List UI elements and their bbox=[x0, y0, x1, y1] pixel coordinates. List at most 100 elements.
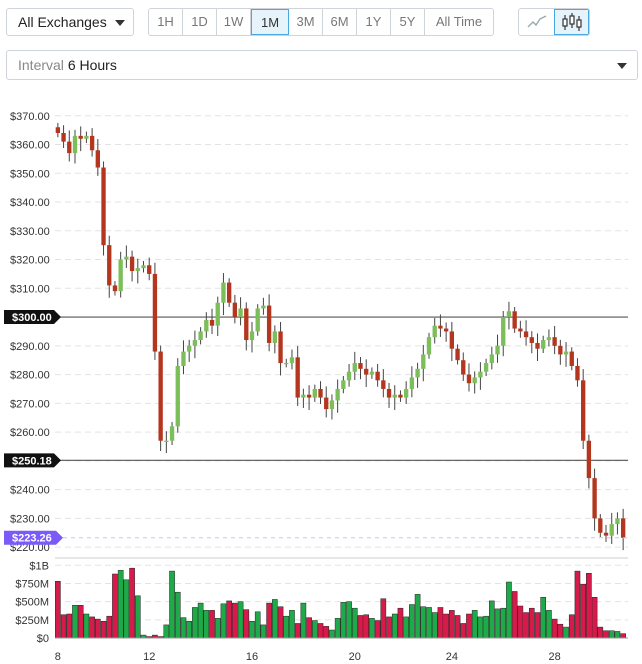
volume-bar bbox=[72, 605, 78, 639]
y-tick-label: $230.00 bbox=[10, 513, 50, 525]
line-chart-button[interactable] bbox=[519, 9, 554, 35]
volume-bar bbox=[414, 594, 421, 639]
candle-body bbox=[324, 397, 329, 410]
y-tick-label: $220.00 bbox=[10, 542, 50, 554]
price-level-tag bbox=[4, 310, 61, 325]
volume-bar bbox=[300, 602, 307, 639]
candle-body bbox=[232, 302, 238, 318]
volume-bar bbox=[506, 581, 512, 639]
candle-body bbox=[489, 354, 494, 364]
interval-select[interactable]: Interval 6 Hours bbox=[6, 50, 638, 80]
volume-bar bbox=[203, 610, 210, 639]
candle-body bbox=[546, 337, 552, 341]
candle-body bbox=[329, 400, 335, 410]
volume-bar bbox=[340, 602, 347, 639]
range-button-1d[interactable]: 1D bbox=[183, 9, 217, 35]
range-button-1m[interactable]: 1M bbox=[251, 9, 289, 35]
y-tick-label: $270.00 bbox=[10, 398, 50, 410]
volume-bar bbox=[454, 615, 461, 639]
range-button-6m[interactable]: 6M bbox=[323, 9, 357, 35]
volume-bar bbox=[134, 595, 141, 639]
volume-bar bbox=[169, 570, 175, 639]
range-button-3m[interactable]: 3M bbox=[289, 9, 323, 35]
volume-bar bbox=[112, 573, 118, 639]
candle-body bbox=[72, 135, 78, 154]
volume-bar bbox=[186, 621, 192, 639]
chart-type-group bbox=[518, 8, 590, 36]
volume-bar bbox=[254, 611, 261, 639]
volume-bar bbox=[334, 618, 341, 639]
volume-bar bbox=[232, 602, 238, 639]
current-price-label: $223.26 bbox=[12, 533, 52, 545]
candle-body bbox=[135, 268, 140, 272]
volume-bar bbox=[534, 612, 541, 639]
candle-body bbox=[392, 394, 397, 398]
volume-bar bbox=[568, 614, 575, 639]
candle-body bbox=[523, 331, 529, 338]
volume-bar bbox=[466, 613, 472, 639]
candle-body bbox=[249, 331, 255, 341]
volume-bar bbox=[266, 602, 272, 639]
candle-body bbox=[312, 388, 317, 398]
volume-bar bbox=[471, 610, 478, 639]
candle-body bbox=[266, 305, 272, 343]
price-chart[interactable]: $220.00$230.00$240.00$250.00$260.00$270.… bbox=[0, 110, 642, 664]
candle-body bbox=[620, 518, 626, 538]
candle-body bbox=[346, 371, 352, 381]
volume-bar bbox=[66, 613, 73, 639]
volume-bar bbox=[420, 606, 427, 639]
volume-bar bbox=[574, 570, 581, 639]
x-tick-label: 12 bbox=[143, 651, 155, 663]
candle-body bbox=[158, 351, 163, 441]
candle-body bbox=[147, 265, 152, 274]
candle-body bbox=[124, 256, 129, 260]
range-button-1h[interactable]: 1H bbox=[149, 9, 183, 35]
candlestick-chart-button[interactable] bbox=[554, 9, 589, 35]
volume-bar bbox=[77, 605, 84, 639]
range-button-1y[interactable]: 1Y bbox=[357, 9, 391, 35]
candle-body bbox=[352, 363, 357, 372]
candle-body bbox=[461, 360, 466, 375]
candle-body bbox=[169, 426, 175, 441]
volume-bar bbox=[443, 613, 449, 639]
volume-bar bbox=[563, 626, 569, 639]
candle-body bbox=[552, 337, 557, 346]
volume-bar bbox=[197, 602, 204, 639]
y-tick-label: $310.00 bbox=[10, 283, 50, 295]
range-button-5y[interactable]: 5Y bbox=[391, 9, 425, 35]
candle-body bbox=[381, 380, 386, 389]
candle-body bbox=[101, 167, 106, 246]
candle-body bbox=[204, 319, 209, 332]
time-range-group: 1H 1D 1W 1M 3M 6M 1Y 5Y All Time bbox=[148, 8, 494, 36]
candle-body bbox=[238, 308, 243, 318]
candle-body bbox=[581, 380, 586, 441]
candle-body bbox=[364, 368, 369, 375]
volume-bar bbox=[409, 604, 415, 639]
volume-bar bbox=[369, 618, 375, 639]
volume-tick-label: $750M bbox=[15, 578, 49, 590]
exchange-select[interactable]: All Exchanges bbox=[6, 8, 134, 36]
price-level-tag bbox=[4, 453, 61, 468]
candle-body bbox=[438, 325, 443, 329]
volume-bar bbox=[351, 607, 358, 639]
candle-body bbox=[598, 518, 603, 533]
candle-body bbox=[164, 440, 169, 442]
y-tick-label: $280.00 bbox=[10, 370, 50, 382]
line-chart-icon bbox=[527, 15, 546, 28]
volume-bar bbox=[129, 567, 135, 639]
candle-body bbox=[272, 331, 278, 343]
x-tick-label: 20 bbox=[349, 651, 361, 663]
candle-body bbox=[129, 256, 135, 272]
range-button-1w[interactable]: 1W bbox=[217, 9, 251, 35]
volume-bar bbox=[437, 607, 444, 639]
volume-bar bbox=[523, 612, 529, 639]
volume-bar bbox=[214, 618, 221, 639]
candle-body bbox=[501, 317, 506, 346]
candle-body bbox=[78, 135, 83, 139]
y-tick-label: $330.00 bbox=[10, 226, 50, 238]
candle-body bbox=[495, 345, 500, 355]
volume-bar bbox=[597, 626, 604, 639]
range-button-all-time[interactable]: All Time bbox=[435, 14, 483, 29]
candle-body bbox=[306, 394, 312, 398]
candle-body bbox=[215, 302, 220, 326]
